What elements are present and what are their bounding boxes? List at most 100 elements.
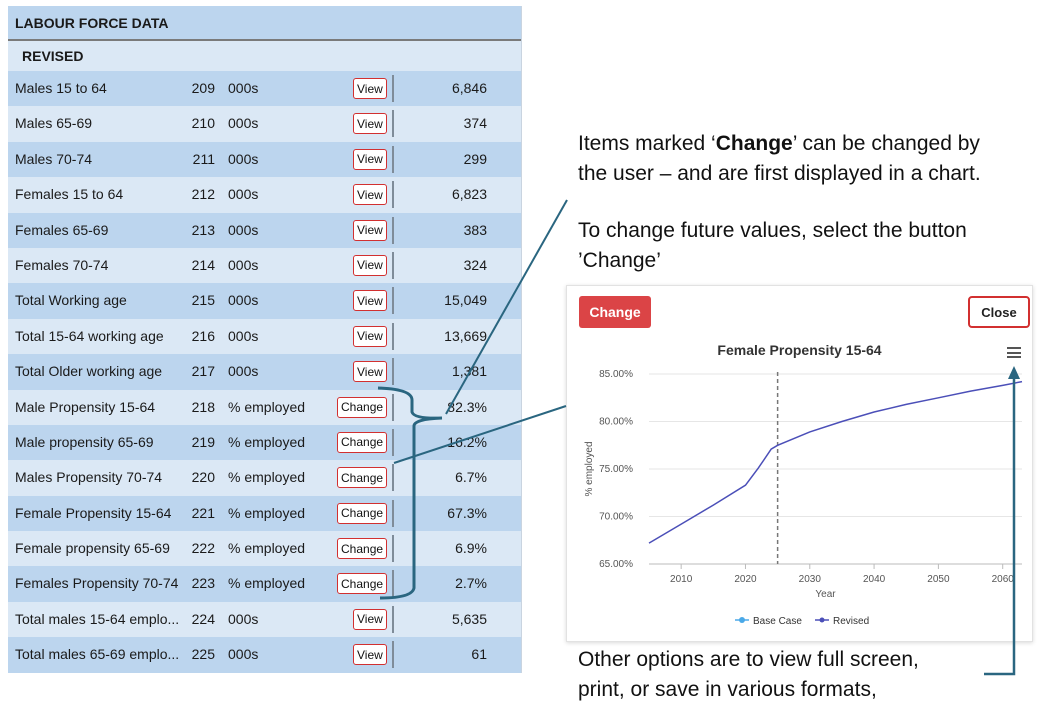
row-value: 6.7% bbox=[455, 469, 487, 486]
table-row: Female propensity 65-69 222 % employed Chan… bbox=[8, 531, 521, 567]
column-divider bbox=[392, 75, 394, 102]
annotation-text: print, or save in various formats, bbox=[578, 678, 877, 701]
view-row-button[interactable]: View bbox=[353, 113, 387, 135]
legend-base-case-label: Base Case bbox=[753, 616, 802, 627]
row-number: 217 bbox=[191, 363, 215, 380]
row-unit: 000s bbox=[228, 327, 259, 344]
table-row: Females Propensity 70-74 223 % employed Cha… bbox=[8, 566, 521, 602]
row-number: 218 bbox=[191, 398, 215, 415]
view-row-button[interactable]: View bbox=[353, 325, 387, 347]
y-axis-title: % employed bbox=[584, 441, 595, 496]
change-row-button[interactable]: Change bbox=[337, 431, 388, 453]
table-row: Total males 65-69 emplo... 225 000s View 61 bbox=[8, 637, 521, 673]
table-row: Male propensity 65-69 219 % employed Change… bbox=[8, 424, 521, 461]
column-divider bbox=[392, 464, 394, 492]
row-number: 214 bbox=[191, 256, 215, 273]
table-row: Females 65-69 213 000s View 383 bbox=[8, 212, 521, 248]
change-row-button[interactable]: Change bbox=[337, 573, 388, 595]
column-divider bbox=[392, 535, 394, 563]
annotation-change-items: Items marked ‘Change’ can be changed by … bbox=[578, 129, 981, 189]
column-divider bbox=[392, 145, 394, 173]
row-value: 5,635 bbox=[451, 610, 487, 627]
column-divider bbox=[392, 641, 394, 669]
x-tick-label: 2010 bbox=[670, 574, 693, 585]
view-row-button[interactable]: View bbox=[353, 148, 387, 170]
view-row-button[interactable]: View bbox=[353, 608, 387, 630]
row-label: Total males 15-64 emplo... bbox=[15, 610, 180, 627]
change-row-button[interactable]: Change bbox=[337, 467, 388, 489]
row-label: Total Older working age bbox=[15, 363, 163, 380]
row-value: 374 bbox=[463, 115, 487, 132]
column-divider bbox=[392, 570, 394, 598]
view-row-button[interactable]: View bbox=[353, 78, 387, 99]
row-number: 219 bbox=[191, 433, 215, 450]
table-row: Total Working age 215 000s View 15,049 bbox=[8, 283, 521, 319]
row-label: Male Propensity 15-64 bbox=[15, 398, 156, 415]
chart-popup: Change Close Female Propensity 15-64 65.… bbox=[566, 285, 1033, 642]
annotation-text: Items marked ‘ bbox=[578, 132, 716, 155]
row-value: 299 bbox=[463, 150, 487, 167]
row-label: Females 65-69 bbox=[15, 221, 109, 238]
close-button[interactable]: Close bbox=[968, 296, 1030, 328]
row-label: Males 15 to 64 bbox=[15, 80, 107, 96]
row-value: 16.2% bbox=[447, 433, 487, 450]
y-tick-label: 75.00% bbox=[599, 464, 633, 475]
row-number: 215 bbox=[191, 292, 215, 309]
chart-title: Female Propensity 15-64 bbox=[717, 342, 882, 358]
change-button[interactable]: Change bbox=[579, 296, 651, 328]
row-label: Females Propensity 70-74 bbox=[15, 575, 179, 592]
row-number: 210 bbox=[191, 115, 215, 132]
row-unit: 000s bbox=[228, 186, 259, 203]
row-number: 221 bbox=[191, 504, 215, 521]
row-unit: 000s bbox=[228, 80, 259, 96]
table-body: Males 15 to 64 209 000s View 6,846 Males 65-6… bbox=[8, 71, 521, 673]
revised-series-line bbox=[648, 380, 1023, 544]
column-divider bbox=[392, 251, 394, 279]
row-unit: 000s bbox=[228, 292, 259, 309]
view-row-button[interactable]: View bbox=[353, 644, 387, 666]
row-number: 209 bbox=[191, 80, 215, 96]
column-divider bbox=[392, 499, 394, 527]
view-row-button[interactable]: View bbox=[353, 184, 387, 206]
row-value: 383 bbox=[463, 221, 487, 238]
y-tick-label: 85.00% bbox=[599, 369, 633, 380]
change-row-button[interactable]: Change bbox=[337, 396, 388, 418]
labour-force-table: LABOUR FORCE DATA REVISED Males 15 to 64… bbox=[8, 6, 522, 673]
row-value: 1,381 bbox=[451, 363, 487, 380]
change-row-button[interactable]: Change bbox=[337, 538, 388, 560]
row-label: Females 70-74 bbox=[15, 256, 109, 273]
table-row: Males 15 to 64 209 000s View 6,846 bbox=[8, 71, 521, 107]
table-row: Males 65-69 210 000s View 374 bbox=[8, 106, 521, 142]
table-title: LABOUR FORCE DATA bbox=[8, 6, 521, 41]
row-label: Males Propensity 70-74 bbox=[15, 469, 163, 486]
row-value: 67.3% bbox=[447, 504, 487, 521]
view-row-button[interactable]: View bbox=[353, 254, 387, 276]
legend-base-case-dot bbox=[739, 617, 745, 623]
table-row: Female Propensity 15-64 221 % employed Chan… bbox=[8, 495, 521, 532]
legend-revised-label: Revised bbox=[833, 616, 869, 627]
hamburger-menu-icon[interactable] bbox=[1007, 347, 1021, 359]
line-chart: 65.00% 70.00% 75.00% 80.00% 85.00% 2010 2020 20… bbox=[584, 369, 1023, 627]
view-row-button[interactable]: View bbox=[353, 290, 387, 312]
row-unit: % employed bbox=[228, 575, 306, 592]
row-value: 15,049 bbox=[444, 292, 487, 309]
row-label: Female propensity 65-69 bbox=[15, 540, 170, 557]
row-label: Males 65-69 bbox=[15, 115, 93, 132]
table-row: Male Propensity 15-64 218 % employed Change… bbox=[8, 389, 521, 425]
view-row-button[interactable]: View bbox=[353, 361, 387, 383]
row-number: 225 bbox=[191, 646, 215, 663]
row-unit: 000s bbox=[228, 150, 259, 167]
row-label: Female Propensity 15-64 bbox=[15, 504, 172, 521]
row-value: 6,823 bbox=[451, 186, 487, 203]
legend-revised-dot bbox=[819, 617, 825, 623]
row-number: 223 bbox=[191, 575, 215, 592]
column-divider bbox=[392, 110, 394, 138]
view-row-button[interactable]: View bbox=[353, 219, 387, 241]
column-divider bbox=[392, 358, 394, 386]
annotation-other-options: Other options are to view full screen, p… bbox=[578, 645, 919, 705]
row-value: 13,669 bbox=[444, 327, 487, 344]
row-number: 213 bbox=[191, 221, 215, 238]
table-row: Males Propensity 70-74 220 % employed Chang… bbox=[8, 460, 521, 496]
change-row-button[interactable]: Change bbox=[337, 502, 388, 524]
row-unit: 000s bbox=[228, 221, 259, 238]
